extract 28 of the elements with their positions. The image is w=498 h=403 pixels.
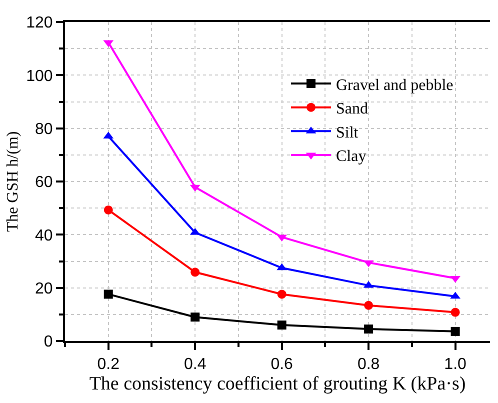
y-tick-label: 120 (26, 14, 53, 32)
y-tick-label: 20 (35, 280, 53, 298)
legend-label: Sand (336, 100, 368, 118)
y-tick-label: 100 (26, 68, 53, 85)
legend-label: Gravel and pebble (336, 76, 454, 94)
point (364, 300, 374, 310)
point (364, 324, 374, 334)
x-axis-title: The consistency coefficient of grouting K (kPa·s) (89, 374, 466, 394)
point (277, 320, 286, 330)
y-tick-label: 80 (35, 120, 53, 138)
x-tick-label: 1.0 (444, 356, 467, 374)
x-tick-label: 0.6 (270, 356, 294, 374)
point (104, 205, 113, 214)
point (277, 290, 286, 299)
legend-label: Clay (336, 148, 366, 166)
y-tick-label: 60 (35, 174, 53, 192)
x-tick-label: 0.4 (184, 356, 206, 374)
point (450, 308, 460, 317)
y-tick-label: 40 (35, 227, 53, 244)
point (190, 312, 200, 322)
x-tick-label: 0.2 (97, 356, 120, 374)
x-tick-label: 0.8 (357, 356, 380, 374)
point (190, 268, 200, 277)
point (450, 326, 460, 336)
point (104, 290, 113, 299)
y-tick-label: 0 (44, 334, 53, 351)
y-axis-title: The GSH h/(m) (4, 131, 22, 232)
legend-label: Silt (336, 124, 359, 142)
